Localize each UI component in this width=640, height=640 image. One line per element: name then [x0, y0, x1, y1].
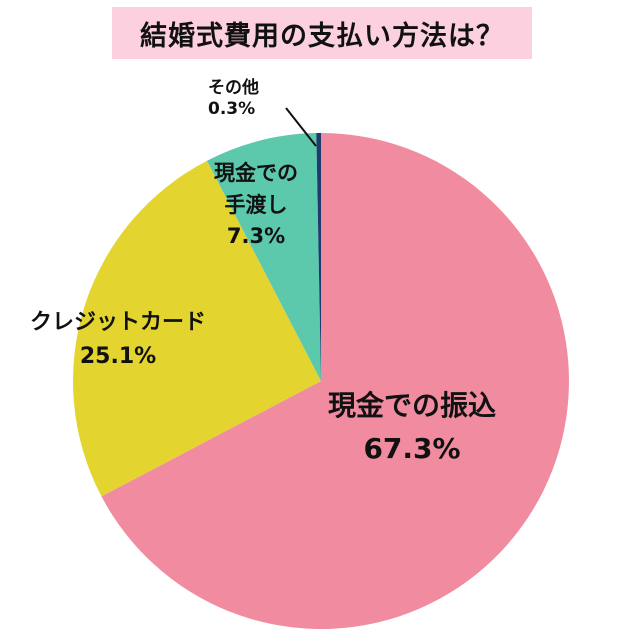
pie-slice: [72, 160, 321, 497]
chart-title: 結婚式費用の支払い方法は？: [140, 20, 504, 52]
chart-title-box: 結婚式費用の支払い方法は？: [112, 7, 532, 59]
pie-slice: [207, 133, 321, 381]
label-bank-transfer: 現金での振込 67.3%: [328, 384, 496, 471]
pie-slice: [316, 133, 321, 381]
label-cash-hand-line2: 手渡し: [224, 192, 288, 217]
label-cash-hand: 現金での 手渡し 7.3%: [214, 158, 298, 253]
label-cash-hand-line1: 現金での: [214, 161, 298, 185]
label-credit-card-value: 25.1%: [79, 344, 157, 370]
other-leader-line: [285, 107, 317, 147]
label-bank-transfer-name: 現金での振込: [328, 389, 497, 422]
label-other-value: 0.3%: [208, 99, 256, 120]
label-cash-hand-value: 7.3%: [226, 224, 286, 248]
label-credit-card-name: クレジットカード: [30, 310, 207, 335]
label-credit-card: クレジットカード 25.1%: [30, 306, 206, 374]
label-other-name: その他: [208, 78, 259, 98]
label-other: その他 0.3%: [208, 78, 259, 121]
label-bank-transfer-value: 67.3%: [363, 432, 461, 466]
pie-slice: [101, 133, 569, 629]
